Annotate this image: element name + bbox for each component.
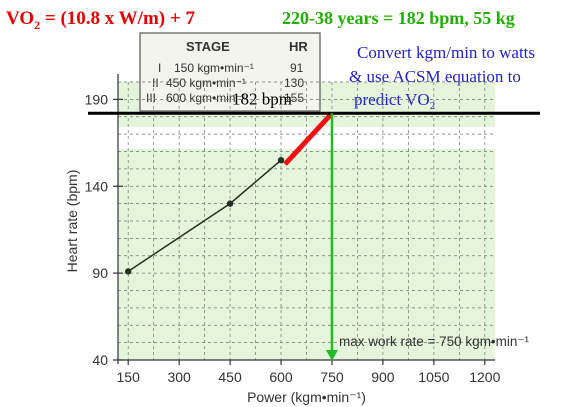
stage-hr: 155 xyxy=(284,91,304,105)
max-work-arrow-icon xyxy=(325,350,338,361)
y-tick-label: 90 xyxy=(92,265,108,281)
stage-row-3: III 600 kgm•min⁻¹ 155 xyxy=(146,91,304,105)
x-tick-label: 600 xyxy=(269,369,293,385)
stage-table: STAGE HR I 150 kgm•min⁻¹ 91 II 450 kgm•m… xyxy=(139,32,321,112)
x-tick-label: 300 xyxy=(167,369,191,385)
age-maxhr-text: 220-38 years = 182 bpm, 55 kg xyxy=(282,8,515,28)
stage-header: STAGE xyxy=(186,39,230,54)
x-axis-label: Power (kgm•min⁻¹) xyxy=(247,389,366,405)
max-work-rate-label: max work rate = 750 kgm•min⁻¹ xyxy=(339,334,530,349)
instruction-line-1: Convert kgm/min to watts xyxy=(357,43,535,62)
stage-hr: 91 xyxy=(290,61,304,75)
x-tick-label: 900 xyxy=(371,369,395,385)
data-point xyxy=(277,156,285,164)
x-tick-label: 1050 xyxy=(418,369,449,385)
stage-hr: 130 xyxy=(284,76,304,90)
extrapolation-line xyxy=(283,111,334,166)
x-tick-label: 1200 xyxy=(469,369,500,385)
stage-row-2: II 450 kgm•min⁻¹ 130 xyxy=(152,76,304,90)
instruction-line-3: predict VO2 xyxy=(354,90,435,112)
stage-number: I xyxy=(158,61,161,75)
stage-load: 600 kgm•min⁻¹ xyxy=(166,91,246,105)
x-tick-label: 750 xyxy=(320,369,344,385)
x-tick-label: 450 xyxy=(218,369,242,385)
stage-number: II xyxy=(152,76,159,90)
instruction-line-2: & use ACSM equation to xyxy=(349,67,521,86)
stage-load: 450 kgm•min⁻¹ xyxy=(166,76,246,90)
y-tick-label: 140 xyxy=(85,178,109,194)
x-tick-label: 150 xyxy=(117,369,141,385)
data-point xyxy=(124,268,132,275)
stage-row-1: I 150 kgm•min⁻¹ 91 xyxy=(158,61,304,75)
stage-load: 150 kgm•min⁻¹ xyxy=(174,61,254,75)
y-tick-label: 190 xyxy=(85,91,109,107)
data-point xyxy=(226,200,234,207)
hr-header: HR xyxy=(289,39,308,54)
y-tick-label: 40 xyxy=(92,352,108,368)
max-hr-label: 182 bpm xyxy=(232,89,292,108)
y-axis-label: Heart rate (bpm) xyxy=(64,170,80,273)
stage-number: III xyxy=(146,91,156,105)
vo2-formula: VO2 = (10.8 x W/m) + 7 xyxy=(6,8,195,32)
heart-rate-chart: 40 90 140 190 150 300 450 600 750 900 1050 1200 Powe… xyxy=(64,74,540,405)
stage-table-box xyxy=(139,32,321,112)
